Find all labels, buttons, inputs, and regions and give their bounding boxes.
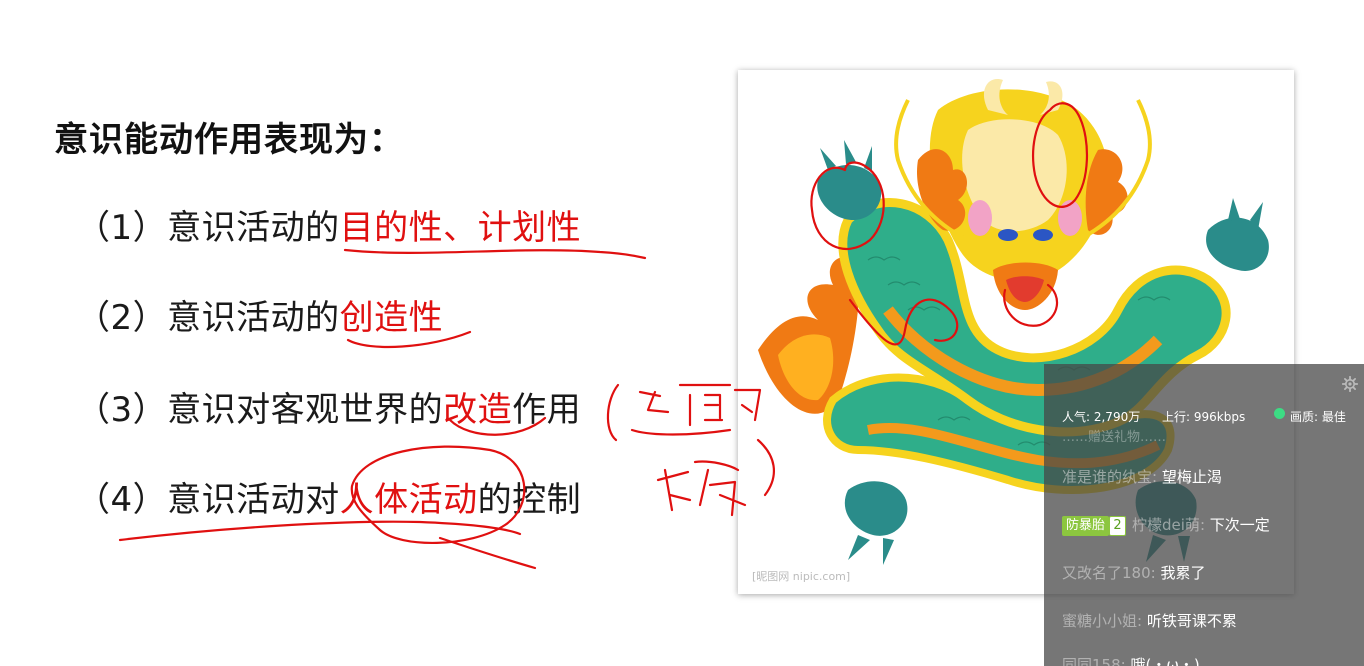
point-1-prefix: （1）意识活动的 — [76, 208, 340, 248]
quality-stat[interactable]: 画质: 最佳 — [1290, 410, 1346, 424]
chat-text: 望梅止渴 — [1161, 468, 1222, 486]
fan-badge-level: 2 — [1109, 515, 1127, 536]
stream-stats: 人气: 2,790万 上行: 996kbps 画质: 最佳 — [1062, 408, 1358, 426]
chat-username[interactable]: 柠檬dei萌 — [1132, 516, 1200, 534]
point-2-highlight: 创造性 — [339, 298, 444, 338]
point-3-highlight: 改造 — [443, 390, 513, 430]
quality-indicator-icon — [1274, 408, 1285, 419]
underline-point-1 — [343, 248, 647, 260]
underline-point-4 — [118, 520, 522, 542]
picture-watermark: [昵图网 nipic.com] — [752, 570, 851, 583]
chat-message: 又改名了180: 我累了 — [1062, 564, 1206, 582]
chat-username[interactable]: 又改名了180 — [1062, 564, 1151, 582]
live-stream-panel: 人气: 2,790万 上行: 996kbps 画质: 最佳 ……赠送礼物…… 准… — [1044, 364, 1364, 666]
point-3: （3）意识对客观世界的改造作用 — [76, 382, 581, 431]
point-2: （2）意识活动的创造性 — [76, 290, 443, 339]
chat-username[interactable]: 准是谁的纨宝 — [1062, 468, 1153, 486]
point-1: （1）意识活动的目的性、计划性 — [76, 200, 581, 249]
chat-message: 蜜糖小小姐: 听铁哥课不累 — [1062, 612, 1237, 630]
point-4: （4）意识活动对人体活动的控制 — [76, 472, 581, 521]
point-3-suffix: 作用 — [512, 390, 582, 430]
chat-message: 同同158: 哦(・ω・) — [1062, 654, 1200, 666]
chat-username[interactable]: 同同158 — [1062, 656, 1121, 666]
slide-heading: 意识能动作用表现为： — [54, 120, 404, 160]
point-1-highlight: 目的性、计划性 — [339, 208, 582, 248]
chat-text: 哦(・ω・) — [1130, 656, 1200, 666]
point-3-prefix: （3）意识对客观世界的 — [76, 390, 444, 430]
chat-username[interactable]: 蜜糖小小姐 — [1062, 612, 1138, 630]
point-4-suffix: 的控制 — [477, 480, 582, 520]
chat-message: 准是谁的纨宝: 望梅止渴 — [1062, 468, 1222, 486]
chat-message: 防暴胎 2 柠檬dei萌: 下次一定 — [1062, 514, 1270, 536]
note-open-paren — [606, 383, 620, 442]
popularity-stat: 人气: 2,790万 — [1062, 410, 1141, 424]
point-4-highlight: 人体活动 — [339, 480, 478, 520]
fan-badge[interactable]: 防暴胎 — [1062, 515, 1110, 536]
point-4-prefix: （4）意识活动对 — [76, 480, 340, 520]
chat-text: 我累了 — [1160, 564, 1206, 582]
chat-text: 下次一定 — [1209, 516, 1270, 534]
chat-line-faded: ……赠送礼物…… — [1062, 430, 1167, 445]
point-2-prefix: （2）意识活动的 — [76, 298, 340, 338]
gear-icon[interactable] — [1342, 376, 1358, 392]
upload-bitrate-stat: 上行: 996kbps — [1162, 410, 1246, 424]
chat-text: 听铁哥课不累 — [1146, 612, 1237, 630]
